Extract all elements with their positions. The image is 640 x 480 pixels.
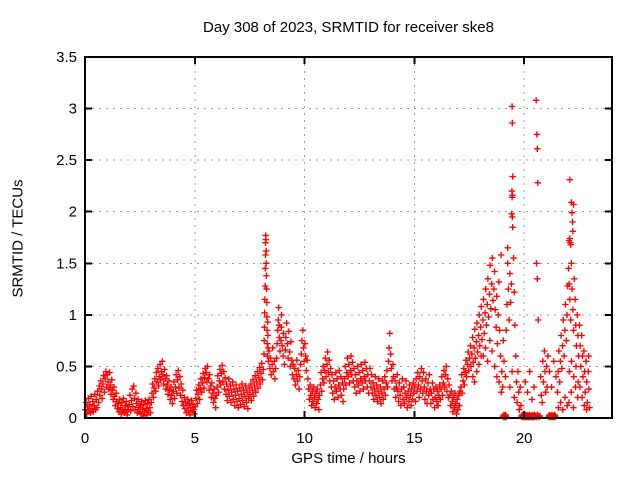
x-tick-label: 10 [296, 430, 313, 447]
y-tick-label: 1.5 [56, 255, 77, 272]
plot-border [84, 56, 613, 419]
x-tick-label: 15 [406, 430, 423, 447]
y-tick-label: 0.5 [56, 358, 77, 375]
y-tick-label: 3.5 [56, 49, 77, 66]
chart-title: Day 308 of 2023, SRMTID for receiver ske… [203, 19, 494, 36]
x-axis-title: GPS time / hours [291, 450, 406, 467]
x-tick-label: 0 [81, 430, 89, 447]
x-tick-label: 20 [516, 430, 533, 447]
x-tick-label: 5 [191, 430, 199, 447]
scatter-points [82, 97, 593, 421]
y-tick-label: 3 [69, 101, 77, 118]
y-tick-label: 0 [69, 410, 77, 427]
y-tick-label: 2 [69, 204, 77, 221]
y-tick-label: 2.5 [56, 152, 77, 169]
y-tick-label: 1 [69, 307, 77, 324]
